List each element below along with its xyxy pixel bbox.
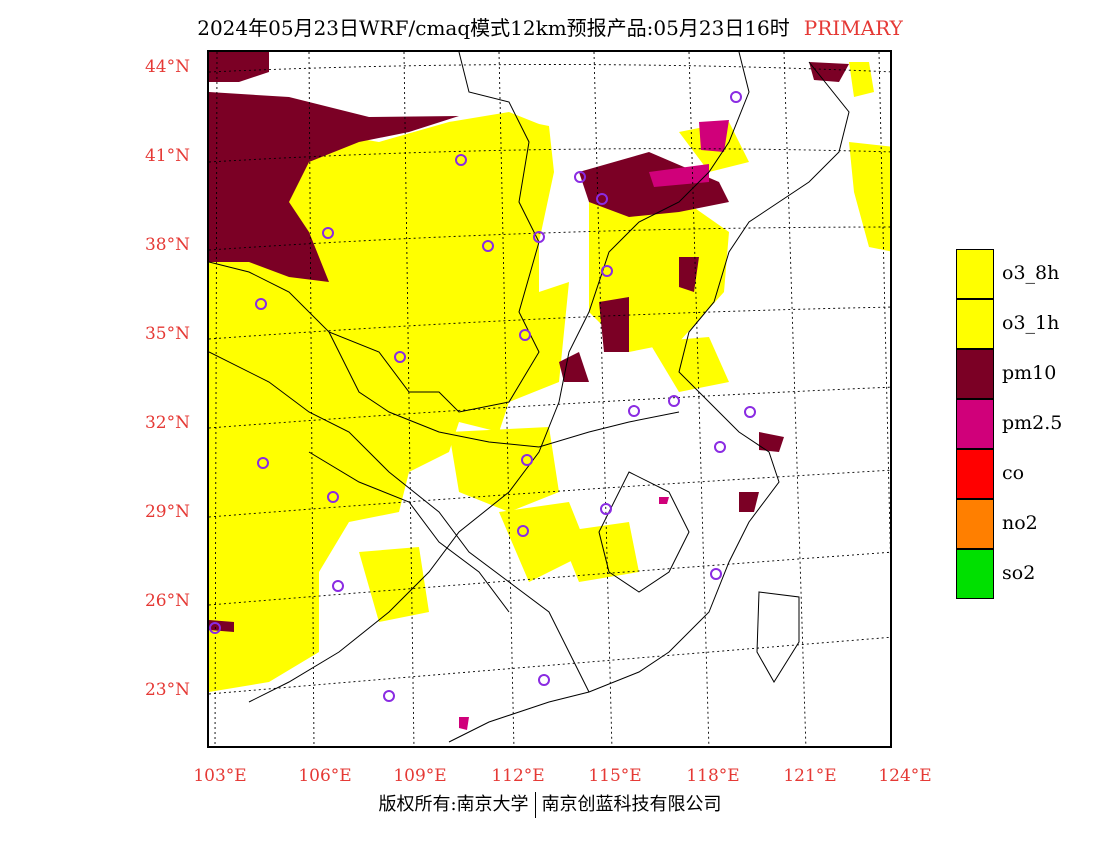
station-marker (383, 690, 395, 702)
legend-swatch (956, 399, 994, 449)
legend-label: pm2.5 (1002, 412, 1063, 434)
lat-label: 41°N (144, 146, 190, 166)
station-marker (668, 395, 680, 407)
graticule (209, 52, 890, 746)
pm25-region (459, 120, 729, 730)
station-markers (209, 91, 756, 702)
lat-label: 44°N (144, 57, 190, 77)
legend-swatch (956, 449, 994, 499)
title-text: 2024年05月23日WRF/cmaq模式12km预报产品:05月23日16时 (197, 16, 790, 40)
station-marker (730, 91, 742, 103)
station-marker (517, 525, 529, 537)
lat-label: 23°N (144, 680, 190, 700)
station-marker (327, 491, 339, 503)
station-marker (521, 454, 533, 466)
copyright-owner: 版权所有:南京大学 (378, 794, 529, 815)
legend-label: o3_8h (1002, 262, 1060, 284)
station-marker (533, 231, 545, 243)
lon-label: 121°E (783, 766, 837, 786)
footer-divider (534, 792, 536, 818)
legend-swatch (956, 549, 994, 599)
legend-swatch (956, 349, 994, 399)
lat-label: 29°N (144, 502, 190, 522)
map-canvas (209, 52, 890, 746)
legend-label: so2 (1002, 562, 1036, 584)
primary-tag: PRIMARY (803, 16, 903, 40)
station-marker (596, 193, 608, 205)
lon-label: 115°E (588, 766, 642, 786)
station-marker (255, 298, 267, 310)
forecast-map[interactable] (207, 50, 892, 748)
legend-label: no2 (1002, 512, 1038, 534)
boundaries (209, 52, 850, 743)
legend-swatch (956, 249, 994, 299)
copyright-company: 南京创蓝科技有限公司 (541, 794, 722, 815)
station-marker (628, 405, 640, 417)
station-marker (601, 265, 613, 277)
station-marker (482, 240, 494, 252)
lon-label: 109°E (393, 766, 447, 786)
lon-label: 118°E (686, 766, 740, 786)
station-marker (394, 351, 406, 363)
legend-label: pm10 (1002, 362, 1057, 384)
lat-label: 38°N (144, 235, 190, 255)
lat-label: 32°N (144, 413, 190, 433)
station-marker (257, 457, 269, 469)
lat-label: 26°N (144, 591, 190, 611)
legend-label: o3_1h (1002, 312, 1060, 334)
lon-label: 112°E (491, 766, 545, 786)
lat-label: 35°N (144, 324, 190, 344)
lon-label: 106°E (298, 766, 352, 786)
map-title: 2024年05月23日WRF/cmaq模式12km预报产品:05月23日16时 P… (0, 12, 1100, 41)
legend-label: co (1002, 462, 1025, 484)
copyright-footer: 版权所有:南京大学 南京创蓝科技有限公司 (0, 790, 1100, 818)
station-marker (714, 441, 726, 453)
station-marker (744, 406, 756, 418)
station-marker (538, 674, 550, 686)
station-marker (710, 568, 722, 580)
station-marker (209, 622, 221, 634)
station-marker (574, 171, 586, 183)
lon-label: 124°E (878, 766, 932, 786)
station-marker (332, 580, 344, 592)
station-marker (600, 503, 612, 515)
legend-swatch (956, 299, 994, 349)
station-marker (322, 227, 334, 239)
station-marker (519, 329, 531, 341)
lon-label: 103°E (193, 766, 247, 786)
legend-swatch (956, 499, 994, 549)
station-marker (455, 154, 467, 166)
